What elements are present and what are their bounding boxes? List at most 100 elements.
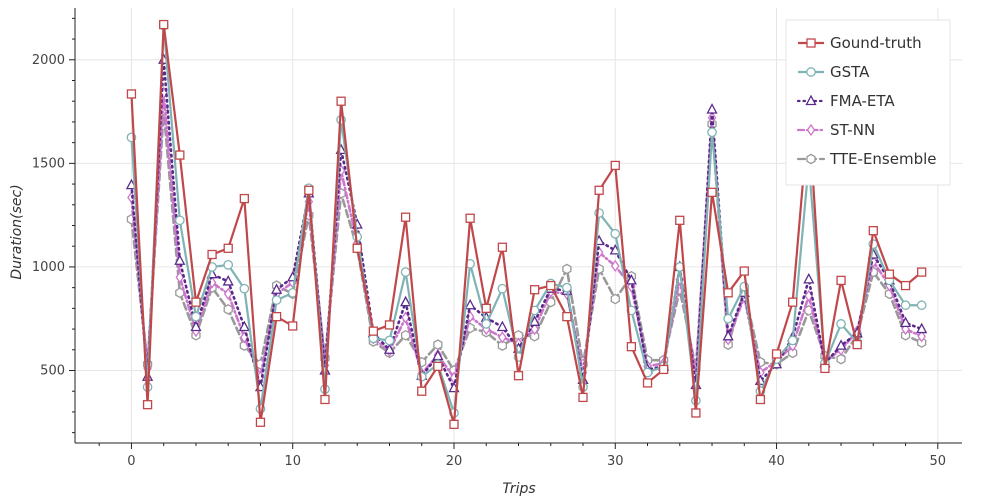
y-tick-label: 1500 bbox=[32, 156, 65, 171]
data-point bbox=[320, 394, 330, 405]
data-point bbox=[529, 315, 541, 326]
x-tick-label: 40 bbox=[768, 454, 785, 469]
series-gound-truth bbox=[126, 19, 927, 430]
data-point bbox=[481, 303, 491, 314]
data-point bbox=[562, 282, 572, 293]
data-point bbox=[352, 243, 362, 253]
data-point bbox=[400, 212, 411, 222]
data-point bbox=[465, 213, 475, 223]
data-point bbox=[610, 160, 620, 171]
x-tick-label: 0 bbox=[127, 454, 135, 469]
y-tick-label: 1000 bbox=[32, 260, 65, 275]
legend[interactable]: Gound-truth GSTA FMA-ETA ST-NN TTE-Ensemble bbox=[785, 19, 951, 186]
data-point bbox=[900, 300, 911, 311]
data-point bbox=[142, 400, 153, 410]
legend-label: TTE-Ensemble bbox=[829, 150, 937, 168]
legend-item[interactable]: FMA-ETA bbox=[796, 92, 895, 110]
data-point bbox=[384, 335, 395, 346]
data-point bbox=[417, 386, 427, 396]
data-point bbox=[239, 193, 249, 204]
data-point bbox=[820, 363, 830, 374]
data-point bbox=[223, 304, 233, 315]
data-point bbox=[546, 280, 556, 291]
data-point bbox=[223, 260, 234, 270]
data-point bbox=[497, 340, 508, 351]
y-tick-label: 2000 bbox=[32, 53, 65, 68]
data-point bbox=[174, 254, 186, 265]
legend-marker bbox=[806, 38, 816, 48]
data-point bbox=[610, 228, 621, 239]
data-point bbox=[223, 287, 233, 300]
x-tick-label: 30 bbox=[607, 454, 624, 469]
data-point bbox=[497, 242, 508, 252]
data-point bbox=[610, 259, 620, 273]
data-point bbox=[513, 371, 524, 381]
data-point bbox=[916, 322, 928, 334]
data-point bbox=[836, 275, 846, 286]
data-point bbox=[174, 215, 185, 226]
data-point bbox=[562, 263, 572, 275]
data-point bbox=[271, 283, 283, 294]
data-point bbox=[207, 249, 217, 260]
data-point bbox=[739, 266, 749, 276]
data-point bbox=[400, 295, 412, 307]
y-tick-label: 500 bbox=[40, 364, 65, 379]
data-point bbox=[691, 408, 701, 418]
x-tick-label: 50 bbox=[930, 454, 947, 469]
data-point bbox=[626, 342, 637, 352]
series-layer bbox=[125, 19, 928, 430]
data-point bbox=[400, 329, 411, 341]
data-point bbox=[433, 361, 443, 372]
data-point bbox=[271, 311, 282, 322]
data-point bbox=[481, 319, 492, 329]
data-point bbox=[126, 89, 137, 99]
legend-marker bbox=[806, 67, 816, 77]
data-point bbox=[496, 320, 508, 332]
data-point bbox=[722, 329, 734, 341]
data-point bbox=[642, 378, 653, 388]
legend-marker bbox=[806, 153, 816, 165]
data-point bbox=[529, 285, 540, 295]
data-point bbox=[917, 267, 927, 277]
data-point bbox=[706, 103, 718, 114]
data-point bbox=[368, 326, 379, 336]
data-point bbox=[238, 320, 250, 332]
data-point bbox=[900, 280, 911, 291]
data-point bbox=[803, 272, 815, 284]
data-point bbox=[625, 274, 637, 285]
data-point bbox=[836, 319, 846, 329]
legend-label: GSTA bbox=[830, 63, 870, 81]
data-point bbox=[562, 311, 572, 322]
legend-item[interactable]: ST-NN bbox=[796, 121, 875, 139]
data-point bbox=[271, 295, 282, 305]
data-point bbox=[400, 267, 411, 277]
legend-marker bbox=[806, 123, 816, 137]
legend-item[interactable]: Gound-truth bbox=[798, 34, 922, 52]
data-point bbox=[498, 331, 507, 344]
data-point bbox=[675, 215, 685, 225]
data-point bbox=[304, 185, 314, 195]
legend-item[interactable]: TTE-Ensemble bbox=[796, 150, 937, 168]
legend-item[interactable]: GSTA bbox=[798, 63, 870, 81]
data-point bbox=[707, 187, 717, 198]
data-point bbox=[899, 316, 912, 328]
data-point bbox=[917, 330, 926, 343]
data-point bbox=[900, 329, 911, 341]
axes: 0 10 20 30 40 50 500 1000 1500 2000 bbox=[32, 8, 962, 469]
x-tick-label: 10 bbox=[284, 454, 301, 469]
series-line bbox=[130, 23, 923, 426]
data-point bbox=[755, 394, 766, 405]
data-point bbox=[707, 127, 717, 138]
data-point bbox=[464, 298, 476, 310]
data-point bbox=[336, 96, 346, 106]
data-point bbox=[771, 349, 782, 359]
data-point bbox=[288, 321, 298, 331]
legend-label: ST-NN bbox=[830, 121, 875, 139]
data-point bbox=[787, 335, 798, 346]
data-point bbox=[222, 275, 234, 286]
data-point bbox=[449, 419, 459, 430]
data-point bbox=[835, 339, 847, 350]
data-point bbox=[836, 353, 846, 365]
data-point bbox=[884, 269, 895, 279]
